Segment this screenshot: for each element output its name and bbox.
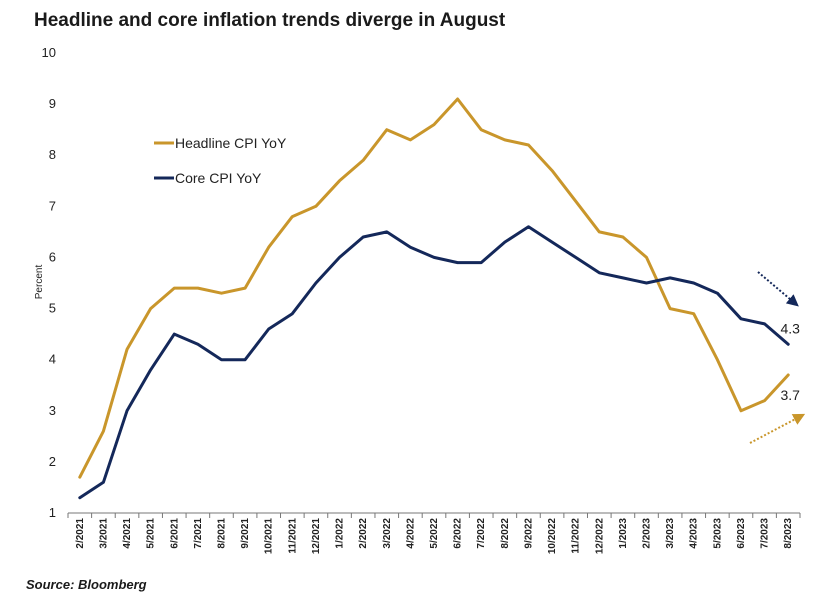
y-tick-label: 10: [42, 45, 56, 60]
x-tick-label: 11/2022: [571, 518, 582, 554]
y-tick-label: 9: [49, 96, 56, 111]
y-tick-labels: 1 2 3 4 5 6 7 8 9 10: [42, 45, 56, 520]
source-note: Source: Bloomberg: [26, 577, 147, 592]
x-tick-label: 3/2022: [382, 518, 393, 549]
x-tick-labels: 2/2021 3/2021 4/2021 5/2021 6/2021 7/2021 8/20…: [75, 518, 794, 555]
x-tick-label: 6/2022: [453, 518, 464, 549]
end-value-label: 3.7: [780, 387, 800, 403]
x-tick-label: 8/2022: [500, 518, 511, 549]
y-tick-label: 2: [49, 454, 56, 469]
x-tick-label: 12/2021: [311, 518, 322, 555]
x-tick-label: 8/2021: [216, 518, 227, 549]
y-tick-label: 6: [49, 249, 56, 264]
x-tick-label: 4/2021: [122, 518, 133, 549]
x-tick-label: 5/2021: [146, 518, 157, 549]
series-lines: [78, 97, 790, 500]
x-tick-label: 11/2021: [287, 518, 298, 554]
x-tick-label: 1/2022: [335, 518, 346, 549]
axes: [67, 512, 801, 518]
end-value-label: 4.3: [780, 320, 800, 336]
series-line-core-cpi: [78, 225, 790, 500]
trend-arrow-down: [757, 271, 799, 307]
x-tick-label: 9/2021: [240, 518, 251, 549]
y-tick-label: 1: [49, 505, 56, 520]
chart-title: Headline and core inflation trends diver…: [34, 10, 506, 31]
x-tick-label: 3/2023: [665, 518, 676, 549]
x-tick-label: 10/2021: [264, 518, 275, 555]
x-tick-label: 6/2021: [169, 518, 180, 549]
x-tick-label: 7/2022: [476, 518, 487, 549]
x-tick-label: 2/2021: [75, 518, 86, 549]
series-line-headline-cpi: [78, 97, 790, 479]
x-tick-label: 8/2023: [783, 518, 794, 549]
x-tick-label: 7/2021: [193, 518, 204, 549]
y-tick-label: 5: [49, 301, 56, 316]
x-tick-label: 3/2021: [98, 518, 109, 549]
annotations: 3.7 4.3: [749, 271, 806, 444]
legend: Headline CPI YoY Core CPI YoY: [154, 135, 287, 186]
legend-label: Headline CPI YoY: [175, 135, 287, 151]
x-tick-label: 5/2022: [429, 518, 440, 549]
y-tick-label: 8: [49, 147, 56, 162]
x-tick-label: 2/2022: [358, 518, 369, 549]
x-tick-label: 7/2023: [760, 518, 771, 549]
y-tick-label: 3: [49, 403, 56, 418]
y-axis-label: Percent: [34, 265, 45, 300]
x-tick-label: 4/2022: [405, 518, 416, 549]
x-tick-label: 12/2022: [594, 518, 605, 555]
legend-label: Core CPI YoY: [175, 170, 262, 186]
x-tick-label: 1/2023: [618, 518, 629, 549]
x-tick-label: 5/2023: [712, 518, 723, 549]
x-tick-label: 2/2023: [642, 518, 653, 549]
y-tick-label: 7: [49, 198, 56, 213]
x-tick-label: 4/2023: [689, 518, 700, 549]
trend-arrow-up: [749, 413, 806, 444]
x-tick-label: 10/2022: [547, 518, 558, 555]
x-tick-label: 6/2023: [736, 518, 747, 549]
y-tick-label: 4: [49, 352, 56, 367]
x-tick-label: 9/2022: [523, 518, 534, 549]
